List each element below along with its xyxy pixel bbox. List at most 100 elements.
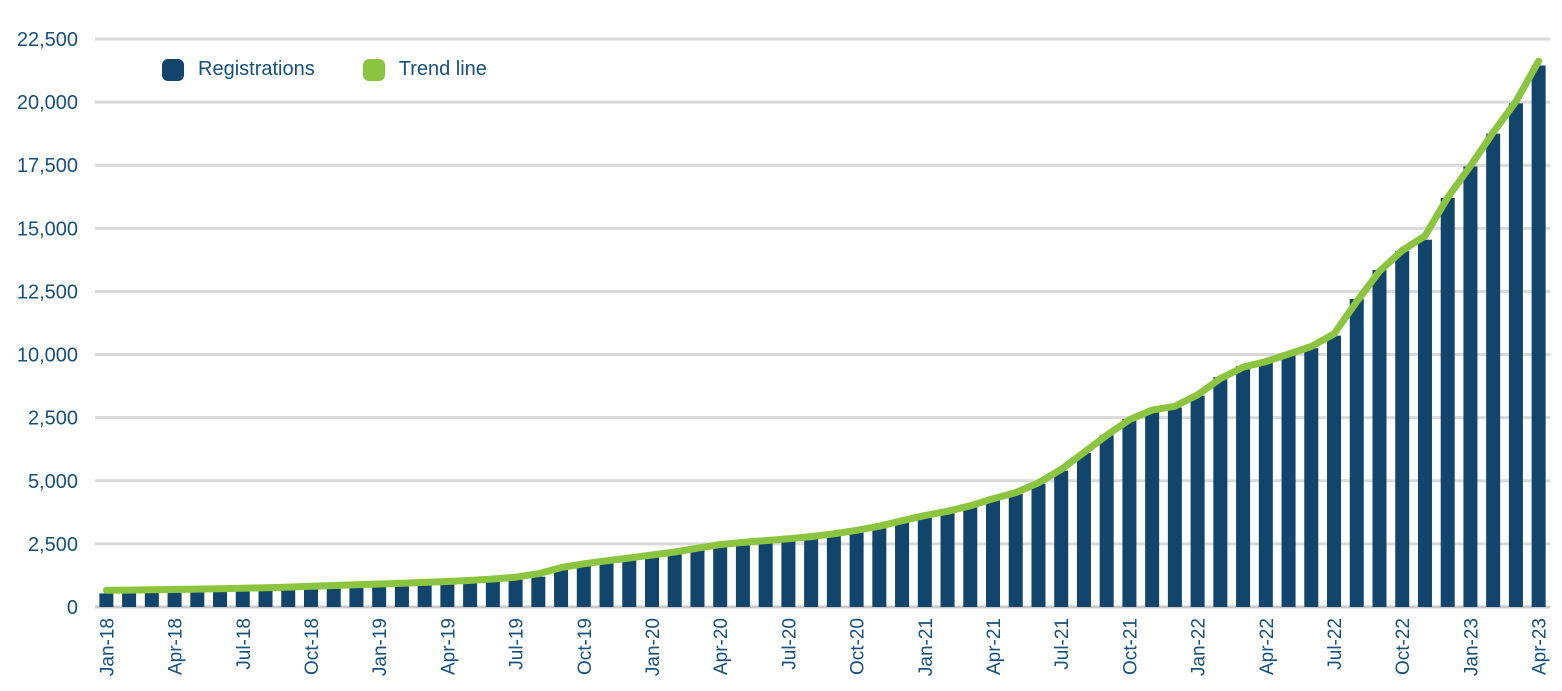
bar-Apr-20 — [713, 544, 728, 607]
bar-Mar-19 — [417, 584, 432, 607]
bar-Apr-21 — [986, 498, 1001, 607]
bar-Jan-20 — [644, 556, 659, 607]
trend-line-swatch-icon — [362, 58, 385, 81]
x-axis-tick-label: Oct-19 — [575, 618, 596, 675]
bar-Oct-22 — [1395, 251, 1410, 607]
bar-Dec-21 — [1167, 407, 1182, 607]
y-axis-tick-label: 5,000 — [28, 471, 78, 493]
bar-Apr-18 — [167, 592, 182, 607]
bar-Oct-21 — [1122, 418, 1137, 607]
bar-Jul-21 — [1054, 470, 1069, 607]
bar-Jul-18 — [235, 590, 250, 607]
bar-May-20 — [735, 543, 750, 607]
bar-Oct-18 — [303, 588, 318, 607]
x-axis-tick-label: Jul-20 — [779, 618, 800, 670]
x-axis-tick-label: Jan-18 — [97, 618, 118, 676]
bar-Sep-20 — [826, 535, 841, 607]
bar-Dec-20 — [895, 522, 910, 607]
x-axis-tick-label: Oct-22 — [1393, 618, 1414, 675]
bar-Mar-20 — [690, 548, 705, 607]
bar-Mar-23 — [1508, 103, 1523, 607]
x-axis-tick-label: Oct-20 — [848, 618, 869, 675]
bar-Jul-20 — [781, 539, 796, 607]
bar-Jul-19 — [508, 579, 523, 607]
bar-Aug-19 — [531, 576, 546, 607]
bar-Dec-19 — [622, 559, 637, 607]
y-axis-tick-label: 20,000 — [17, 92, 78, 114]
bar-May-19 — [463, 582, 478, 607]
bar-Apr-22 — [1258, 362, 1273, 607]
x-axis-tick-label: Jul-22 — [1325, 618, 1346, 670]
chart-legend: Registrations Trend line — [162, 58, 487, 81]
y-axis-tick-label: 0 — [67, 597, 78, 619]
y-axis-tick-label: 12,500 — [17, 281, 78, 303]
y-axis-tick-label: 10,000 — [17, 345, 78, 367]
bar-Jun-22 — [1304, 348, 1319, 607]
bar-Jan-21 — [917, 516, 932, 607]
y-axis-tick-label: 2,500 — [28, 408, 78, 430]
bar-Aug-18 — [258, 590, 273, 607]
legend-item-registrations: Registrations — [162, 58, 315, 81]
x-axis-tick-label: Apr-18 — [166, 618, 187, 675]
x-axis-tick-label: Jul-21 — [1052, 618, 1073, 670]
bar-Aug-21 — [1076, 453, 1091, 607]
bar-Aug-22 — [1349, 299, 1364, 607]
bar-Mar-21 — [963, 507, 978, 607]
bar-Feb-21 — [940, 512, 955, 607]
bar-Jun-18 — [213, 591, 228, 607]
bar-Feb-20 — [667, 552, 682, 607]
x-axis-tick-label: Jul-18 — [234, 618, 255, 670]
x-axis-tick-label: Apr-20 — [711, 618, 732, 675]
x-axis-tick-label: Jan-20 — [643, 618, 664, 676]
bar-Nov-19 — [599, 561, 614, 607]
bar-Jan-19 — [372, 586, 387, 607]
trend-line — [102, 57, 1543, 594]
bar-Jun-20 — [758, 541, 773, 607]
bar-Nov-20 — [872, 527, 887, 607]
y-axis-tick-label: 17,500 — [17, 155, 78, 177]
bar-Jun-21 — [1031, 483, 1046, 607]
bar-Sep-18 — [281, 589, 296, 607]
bar-May-18 — [190, 591, 205, 607]
bar-Aug-20 — [804, 537, 819, 607]
bar-Feb-22 — [1213, 377, 1228, 607]
bar-Mar-22 — [1236, 365, 1251, 607]
x-axis-tick-label: Jan-23 — [1461, 618, 1482, 676]
bar-Jan-23 — [1463, 166, 1478, 608]
bar-Jan-22 — [1190, 395, 1205, 607]
bar-Nov-18 — [326, 587, 341, 607]
bar-Jul-22 — [1327, 335, 1342, 607]
x-axis-tick-label: Jan-19 — [370, 618, 391, 676]
legend-label-registrations: Registrations — [198, 58, 315, 80]
bar-Apr-23 — [1531, 65, 1546, 608]
x-axis-tick-label: Jul-19 — [507, 618, 528, 670]
x-axis-tick-label: Apr-21 — [984, 618, 1005, 675]
x-axis-tick-label: Oct-21 — [1120, 618, 1141, 675]
bar-Nov-22 — [1417, 239, 1432, 607]
y-axis-tick-label: 15,000 — [17, 218, 78, 240]
bar-Feb-19 — [394, 585, 409, 607]
bar-Apr-19 — [440, 583, 455, 607]
bar-Oct-20 — [849, 531, 864, 607]
bar-Sep-19 — [554, 566, 569, 607]
x-axis-tick-label: Jan-22 — [1189, 618, 1210, 676]
x-axis-tick-label: Apr-19 — [438, 618, 459, 675]
bar-Feb-18 — [122, 592, 137, 607]
bar-Dec-18 — [349, 586, 364, 607]
bar-Sep-22 — [1372, 269, 1387, 607]
x-axis-tick-label: Apr-23 — [1530, 618, 1551, 675]
bar-May-22 — [1281, 354, 1296, 607]
bar-Sep-21 — [1099, 435, 1114, 607]
registrations-swatch-icon — [162, 58, 184, 81]
bar-Jan-18 — [99, 593, 114, 607]
bar-Jun-19 — [485, 581, 500, 607]
bar-Dec-22 — [1440, 198, 1455, 608]
legend-label-trend-line: Trend line — [398, 58, 487, 80]
y-axis-tick-label: 22,500 — [17, 29, 78, 51]
x-axis-tick-label: Jan-21 — [916, 618, 937, 676]
bar-Feb-23 — [1486, 133, 1501, 607]
bar-Nov-21 — [1145, 410, 1160, 607]
x-axis-tick-label: Apr-22 — [1257, 618, 1278, 675]
